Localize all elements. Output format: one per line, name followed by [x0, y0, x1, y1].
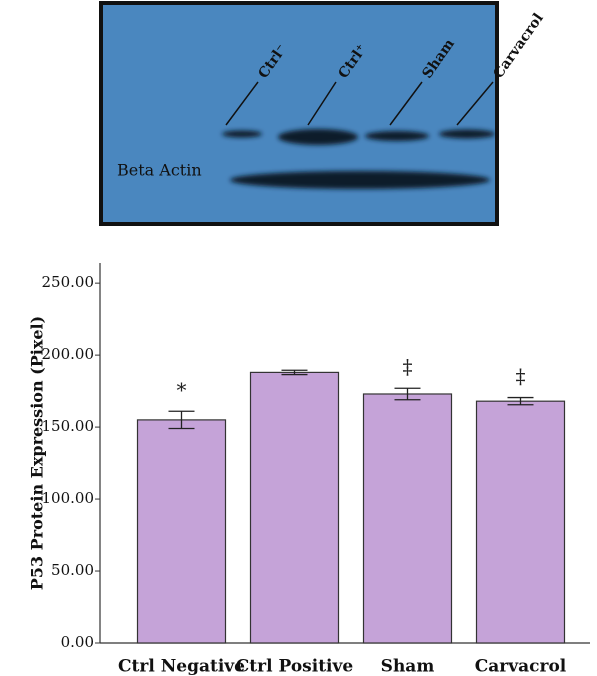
- x-tick-label: Ctrl Positive: [236, 657, 354, 676]
- band: [230, 171, 490, 189]
- annotation: *: [177, 378, 187, 402]
- annotation: ‡: [403, 355, 413, 379]
- bar: [251, 372, 339, 643]
- row-label: Beta Actin: [117, 161, 202, 180]
- annotation: ‡: [516, 364, 526, 388]
- y-tick-label: 0.00: [61, 633, 94, 651]
- band: [222, 131, 262, 138]
- figure: Ctrl⁻ Ctrl⁺ Sham Carvacrol Beta Actin P5…: [0, 0, 597, 676]
- bar: [477, 401, 565, 643]
- y-tick-label: 200.00: [42, 345, 95, 363]
- y-tick-label: 50.00: [51, 561, 94, 579]
- bar: [138, 420, 226, 643]
- band: [278, 129, 358, 145]
- band: [439, 130, 495, 139]
- y-tick-label: 100.00: [42, 489, 95, 507]
- x-tick-label: Carvacrol: [475, 657, 567, 676]
- blot-panel: Ctrl⁻ Ctrl⁺ Sham Carvacrol Beta Actin: [101, 3, 547, 224]
- y-tick-label: 150.00: [42, 417, 95, 435]
- x-tick-label: Ctrl Negative: [118, 657, 245, 676]
- x-tick-label: Sham: [381, 657, 435, 676]
- y-tick-label: 250.00: [42, 273, 95, 291]
- bar: [364, 394, 452, 643]
- band: [365, 131, 429, 141]
- blot-background: [101, 3, 497, 224]
